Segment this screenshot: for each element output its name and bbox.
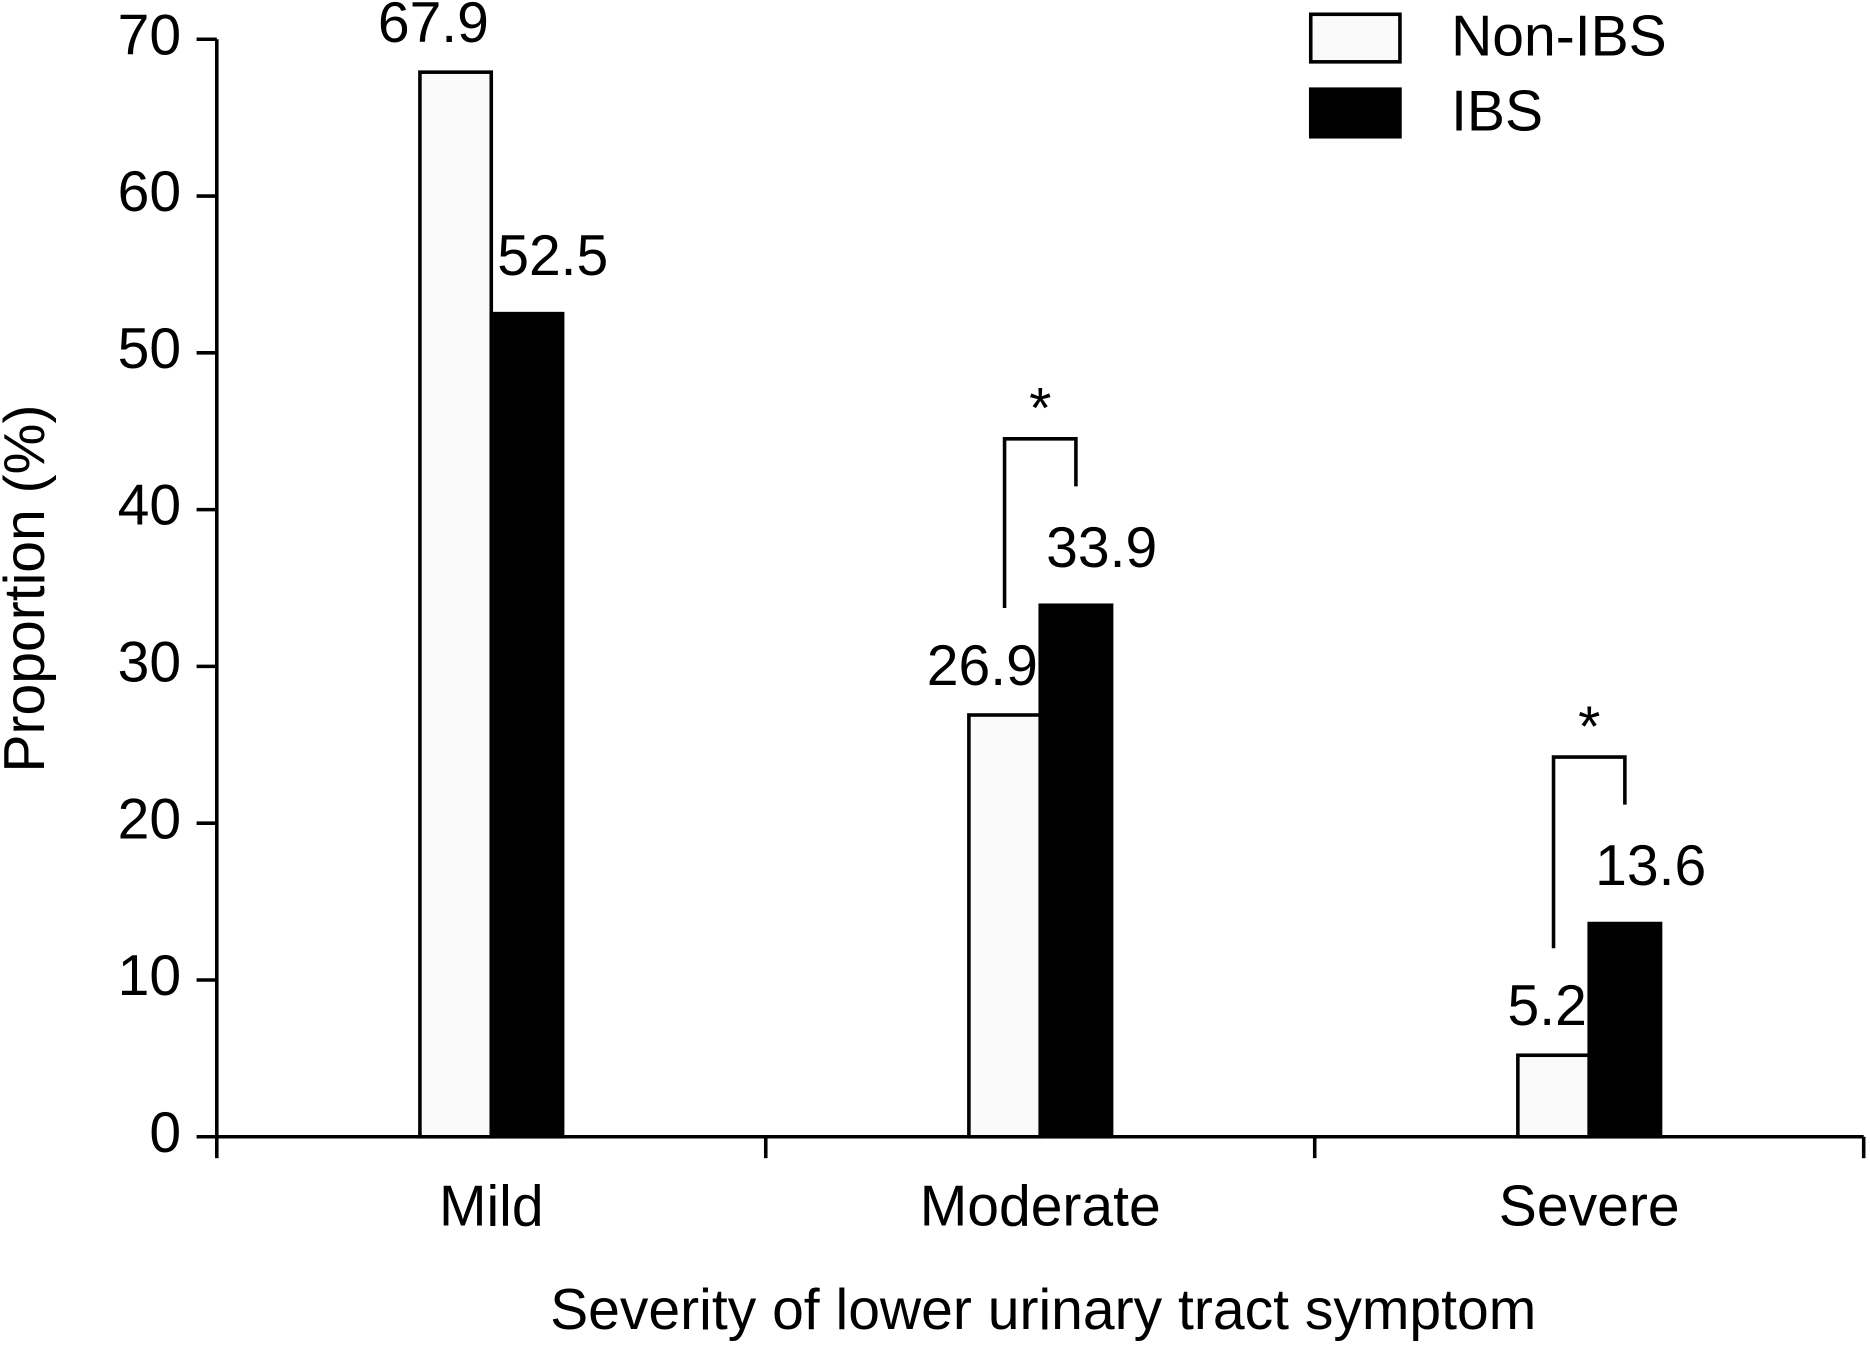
- bar: [1587, 921, 1663, 1139]
- y-tick-label: 70: [118, 3, 181, 67]
- legend-swatch: [1308, 87, 1402, 139]
- y-tick-label: 10: [118, 944, 181, 1008]
- bar: [1516, 1053, 1591, 1139]
- data-label: 33.9: [1046, 516, 1157, 580]
- y-tick-label: 50: [118, 317, 181, 381]
- data-label: 13.6: [1595, 834, 1706, 898]
- bar: [1038, 603, 1114, 1139]
- x-axis-title: Severity of lower urinary tract symptom: [550, 1278, 1536, 1342]
- bar: [489, 311, 565, 1139]
- y-tick-label: 40: [118, 474, 181, 538]
- y-axis-title: Proportion (%): [0, 405, 57, 773]
- significance-bracket: [1002, 436, 1078, 608]
- x-tick-label: Moderate: [920, 1175, 1161, 1239]
- data-label: 26.9: [927, 634, 1038, 698]
- y-tick-label: 60: [118, 160, 181, 224]
- bar: [418, 70, 494, 1139]
- legend-swatch: [1308, 12, 1402, 64]
- bar: [967, 713, 1043, 1139]
- significance-marker: *: [1029, 377, 1051, 441]
- x-tick-label: Mild: [439, 1175, 544, 1239]
- y-tick-label: 0: [149, 1101, 181, 1165]
- data-label: 5.2: [1507, 974, 1586, 1038]
- data-label: 52.5: [497, 224, 608, 288]
- data-label: 67.9: [378, 0, 489, 55]
- y-tick-label: 30: [118, 630, 181, 694]
- legend-label: Non-IBS: [1451, 5, 1667, 69]
- significance-bracket: [1551, 755, 1627, 949]
- significance-marker: *: [1578, 695, 1600, 759]
- y-tick-label: 20: [118, 787, 181, 851]
- legend-label: IBS: [1451, 79, 1543, 143]
- x-tick-label: Severe: [1499, 1175, 1680, 1239]
